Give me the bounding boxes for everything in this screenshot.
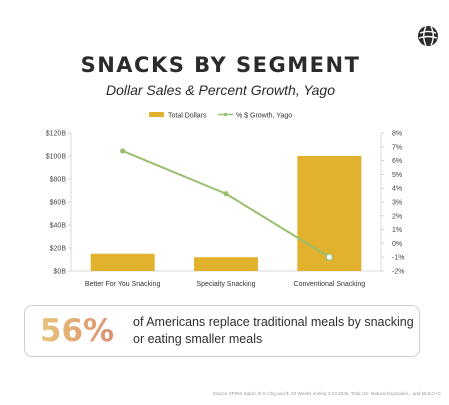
legend-bar-label: Total Dollars — [168, 113, 207, 120]
source-note: Source SPINS Satori, $ % Chg and $, 52 W… — [212, 391, 441, 396]
left-axis-tick-label: $60B — [50, 200, 67, 207]
left-axis-tick-label: $100B — [46, 154, 67, 161]
right-axis-tick-label: 8% — [392, 131, 402, 138]
category-label: Specialty Snacking — [196, 281, 255, 288]
stat-callout: 56% of Americans replace traditional mea… — [24, 305, 420, 357]
legend-bar-swatch — [149, 112, 164, 117]
left-axis-tick-label: $120B — [46, 131, 67, 138]
legend-line-label: % $ Growth, Yago — [236, 113, 292, 120]
right-axis-tick-label: 2% — [392, 213, 402, 220]
left-axis-tick-label: $20B — [50, 246, 67, 253]
chart-bars — [90, 156, 362, 271]
right-axis-tick-label: -1% — [392, 255, 404, 262]
right-axis-tick-label: 6% — [392, 158, 402, 165]
right-axis-tick-label: 0% — [392, 241, 402, 248]
globe-logo-icon — [418, 26, 438, 46]
chart-title: SNACKS BY SEGMENT — [80, 53, 361, 77]
growth-point — [325, 253, 334, 262]
left-axis-tick-label: $80B — [50, 177, 67, 184]
category-label: Better For You Snacking — [85, 281, 161, 288]
growth-point — [223, 191, 229, 197]
chart-growth-line — [120, 148, 334, 262]
right-axis-tick-label: 3% — [392, 200, 402, 207]
left-axis-tick-label: $0B — [54, 269, 67, 276]
bar-total-dollars — [194, 257, 258, 271]
growth-point — [120, 148, 126, 154]
bar-total-dollars — [297, 156, 362, 271]
left-axis-tick-label: $40B — [50, 223, 67, 230]
legend-line-marker — [223, 112, 228, 117]
chart-legend: Total Dollars % $ Growth, Yago — [149, 112, 292, 120]
stat-percentage: 56% — [31, 313, 123, 349]
bar-total-dollars — [90, 253, 155, 271]
combo-chart: Total Dollars % $ Growth, Yago $0B $20B $4… — [46, 112, 404, 288]
category-label: Conventional Snacking — [294, 281, 366, 288]
right-axis-tick-label: -2% — [392, 269, 404, 276]
right-axis-tick-label: 1% — [392, 227, 402, 234]
stat-description: of Americans replace traditional meals b… — [133, 315, 414, 346]
chart-category-labels: Better For You Snacking Specialty Snackin… — [85, 281, 365, 288]
right-axis-tick-label: 5% — [392, 172, 402, 179]
chart-subtitle: Dollar Sales & Percent Growth, Yago — [105, 82, 336, 98]
right-axis-tick-label: 7% — [392, 144, 402, 151]
right-axis-tick-label: 4% — [392, 186, 402, 193]
